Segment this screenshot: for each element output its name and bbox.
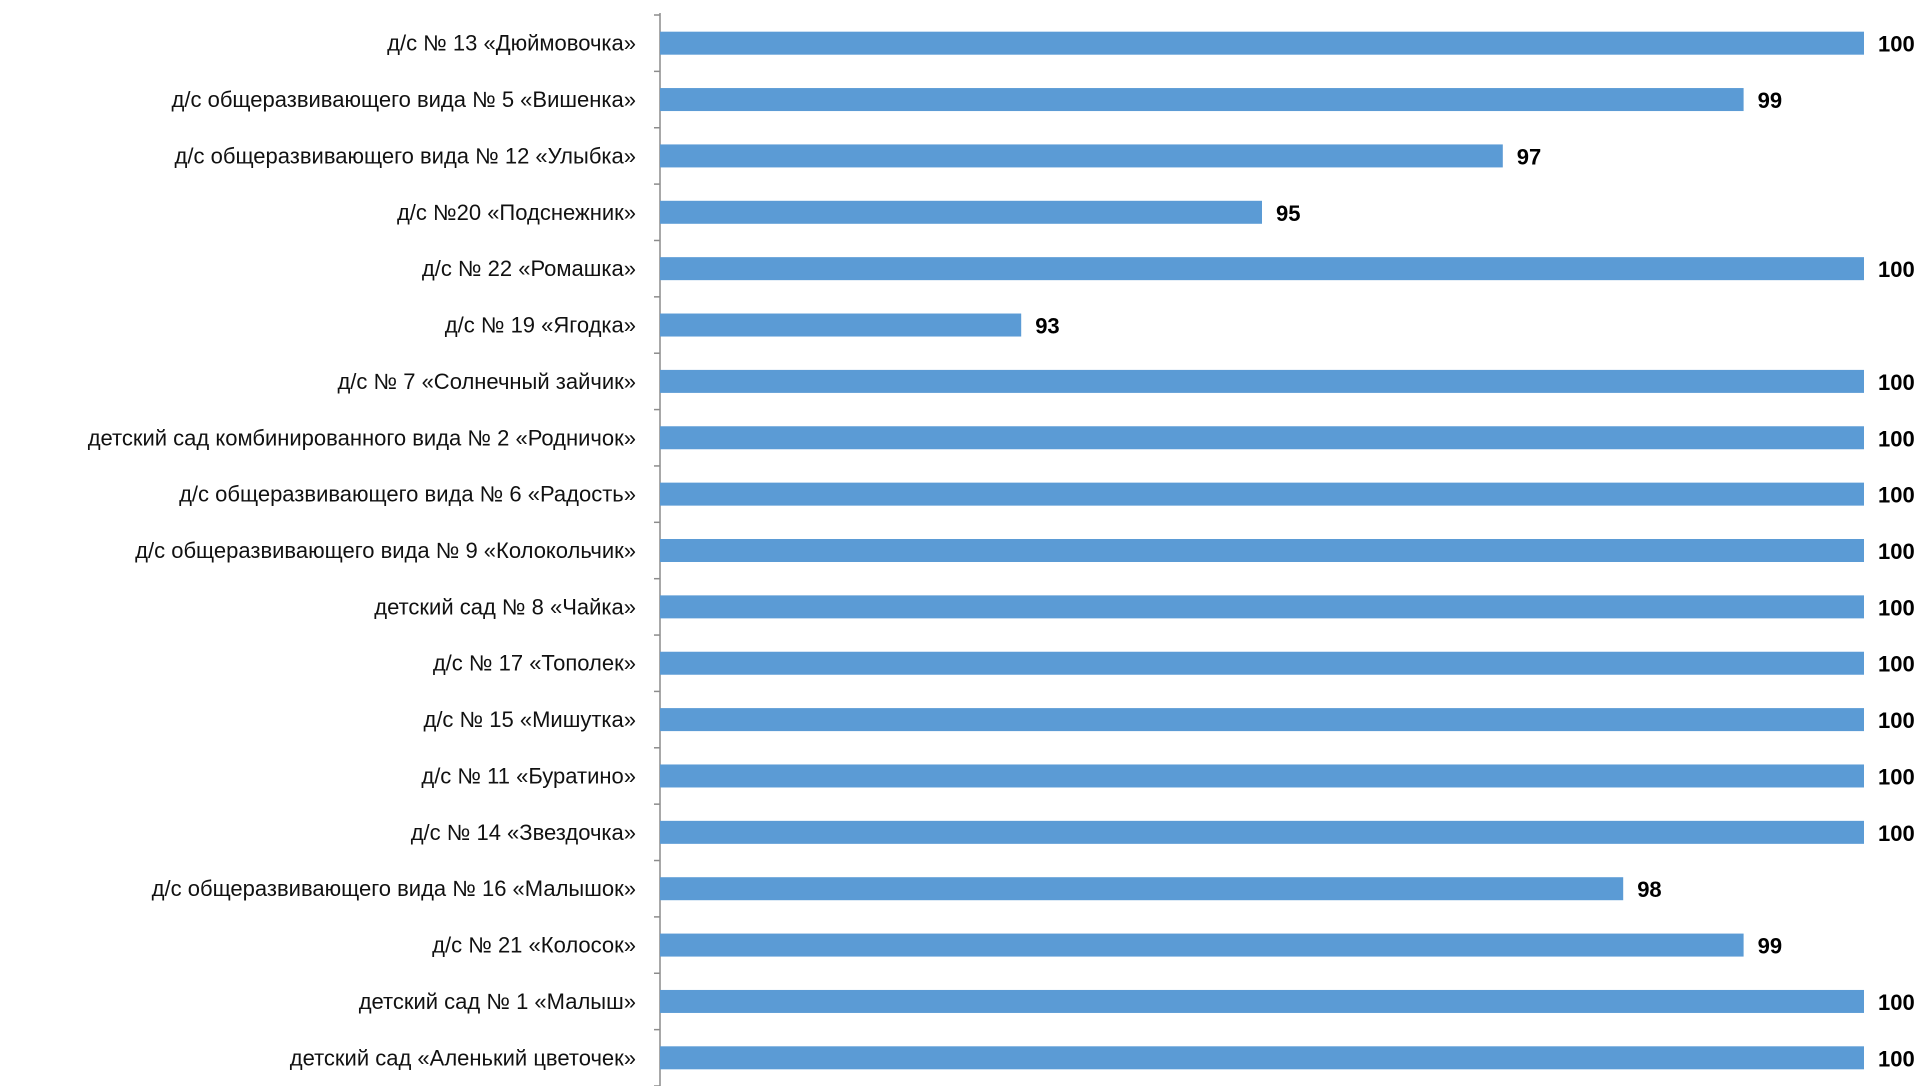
category-label: д/с общеразвивающего вида № 6 «Радость» [179,482,636,507]
data-label: 100 [1878,32,1915,57]
bar [660,482,1864,506]
data-label: 95 [1276,201,1300,226]
category-label: д/с № 21 «Колосок» [432,933,636,958]
bar [660,144,1503,168]
category-label: д/с № 11 «Буратино» [421,763,636,788]
bar [660,764,1864,788]
category-label: д/с № 22 «Ромашка» [422,256,636,281]
data-label: 100 [1878,764,1915,789]
bar [660,539,1864,562]
bar [660,651,1864,675]
category-label: детский сад № 8 «Чайка» [374,594,636,619]
bar [660,1046,1864,1070]
category-label: д/с № 19 «Ягодка» [445,313,636,338]
bar [660,88,1744,112]
category-label: д/с № 7 «Солнечный зайчик» [337,369,636,394]
bar [660,200,1262,224]
bar [660,989,1864,1013]
data-label: 100 [1878,370,1915,395]
category-label: д/с общеразвивающего вида № 9 «Колокольч… [135,538,636,563]
data-label: 100 [1878,990,1915,1015]
category-label: д/с № 13 «Дюймовочка» [387,31,636,56]
category-label: д/с № 15 «Мишутка» [423,707,636,732]
data-label: 97 [1517,144,1541,169]
category-label: д/с №20 «Подснежник» [397,200,636,225]
bar [660,426,1864,450]
category-label: детский сад № 1 «Малыш» [359,989,636,1014]
axis-layer [654,13,661,1086]
data-label: 100 [1878,483,1915,508]
category-label: д/с № 14 «Звездочка» [411,820,636,845]
category-label: детский сад «Аленький цветочек» [290,1045,636,1070]
data-label: 100 [1878,257,1915,282]
data-label: 99 [1758,934,1782,959]
bar [660,877,1624,901]
bar [660,933,1744,957]
data-label: 98 [1637,877,1661,902]
data-label: 100 [1878,426,1915,451]
data-label: 100 [1878,821,1915,846]
bar [660,257,1864,281]
data-label: 100 [1878,652,1915,677]
bar [660,369,1864,393]
data-label: 100 [1878,595,1915,620]
bar [660,708,1864,732]
category-label: д/с № 17 «Тополек» [433,651,636,676]
category-label: детский сад комбинированного вида № 2 «Р… [88,425,636,450]
category-label: д/с общеразвивающего вида № 16 «Малышок» [152,876,636,901]
bars-layer [660,31,1864,1070]
data-label: 93 [1035,314,1059,339]
category-label: д/с общеразвивающего вида № 5 «Вишенка» [172,87,636,112]
category-label: д/с общеразвивающего вида № 12 «Улыбка» [175,143,636,168]
data-label: 100 [1878,1046,1915,1071]
bar [660,820,1864,844]
bar [660,31,1864,55]
data-label: 99 [1758,88,1782,113]
data-label: 100 [1878,539,1915,564]
bar [660,595,1864,619]
data-label: 100 [1878,708,1915,733]
bar [660,313,1022,337]
labels-layer: д/с № 13 «Дюймовочка» 100 д/с общеразвиваю… [88,31,1915,1072]
